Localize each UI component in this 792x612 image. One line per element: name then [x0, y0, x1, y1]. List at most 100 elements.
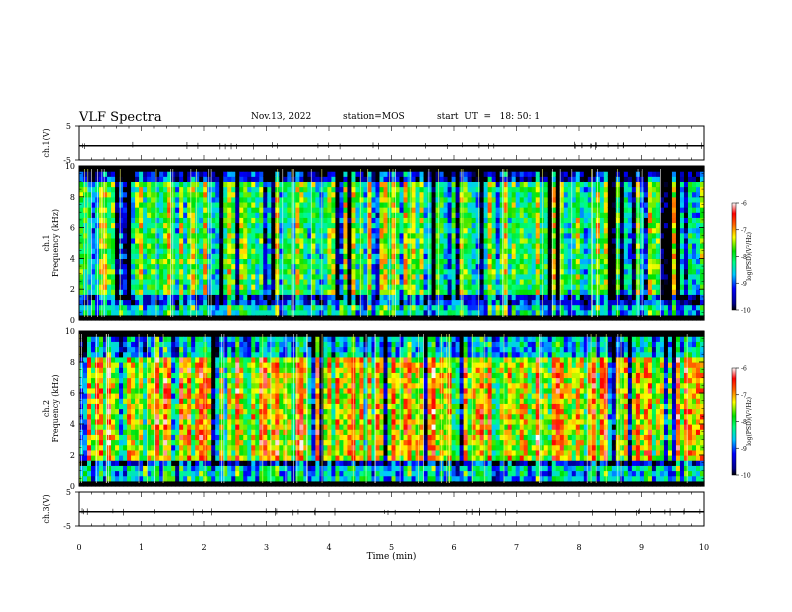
spectrogram-cell	[675, 243, 681, 249]
spectrogram-cell	[495, 171, 501, 177]
spectrogram-cell	[395, 176, 401, 182]
spectrogram-cell	[159, 304, 164, 311]
spectrogram-cell	[271, 166, 276, 172]
spectrogram-cell	[251, 278, 256, 285]
spectrogram-cell	[595, 207, 601, 213]
spectrogram-cell	[639, 166, 645, 172]
spectrogram-cell	[295, 278, 300, 285]
spectrogram-cell	[167, 201, 172, 208]
spectrogram-cell	[495, 232, 501, 239]
spectrogram-cell	[487, 227, 493, 234]
spectrogram-cell	[79, 217, 84, 224]
spectrogram-cell	[527, 263, 533, 270]
spectrogram-cell	[567, 253, 573, 259]
spectrogram-cell	[283, 294, 288, 301]
spectrogram-cell	[383, 186, 389, 193]
spectrogram-cell	[143, 186, 148, 193]
station-label: station=MOS	[343, 112, 405, 122]
spectrogram-cell	[135, 268, 140, 275]
spectrogram-cell	[123, 299, 128, 306]
spectrogram-cell	[151, 176, 156, 182]
spectrogram-cell	[591, 166, 597, 172]
spectrogram-cell	[403, 201, 409, 208]
spectrogram-cell	[335, 304, 341, 311]
spectrogram-cell	[611, 207, 617, 213]
spectrogram-cell	[99, 258, 104, 265]
spectrogram-cell	[615, 217, 621, 224]
spectrogram-cell	[287, 181, 292, 188]
spectrogram-cell	[443, 232, 449, 239]
spectrogram-cell	[211, 191, 216, 198]
spectrogram-cell	[83, 196, 88, 203]
spectrogram-cell	[259, 243, 264, 249]
spectrogram-cell	[163, 248, 168, 254]
spectrogram-cell	[423, 217, 429, 224]
spectrogram-cell	[159, 232, 164, 239]
spectrogram-cell	[671, 186, 677, 193]
spectrogram-cell	[399, 222, 405, 229]
spectrogram-cell	[423, 176, 429, 182]
spectrogram-cell	[555, 232, 561, 239]
spectrogram-cell	[439, 166, 445, 172]
spectrogram-cell	[315, 176, 320, 182]
spectrogram-cell	[563, 289, 569, 295]
spectrogram-cell	[627, 176, 633, 182]
spectrogram-cell	[371, 232, 377, 239]
spectrogram-cell	[123, 314, 128, 321]
spectrogram-cell	[447, 304, 453, 311]
spectrogram-cell	[631, 191, 637, 198]
spectrogram-cell	[111, 243, 116, 249]
spectrogram-cell	[279, 217, 284, 224]
spectrogram-cell	[343, 212, 349, 218]
spectrogram-cell	[263, 263, 268, 270]
spectrogram-cell	[631, 294, 637, 301]
spectrogram-cell	[523, 171, 529, 177]
spectrogram-cell	[651, 284, 657, 290]
spectrogram-cell	[695, 166, 701, 172]
spectrogram-cell	[527, 294, 533, 301]
spectrogram-cell	[79, 176, 84, 182]
spectrogram-cell	[259, 207, 264, 213]
spectrogram-cell	[255, 289, 260, 295]
spectrogram-cell	[423, 186, 429, 193]
spectrogram-cell	[407, 176, 413, 182]
spectrogram-cell	[331, 289, 337, 295]
spectrogram-cell	[543, 232, 549, 239]
spectrogram-cell	[507, 268, 513, 275]
spectrogram-cell	[271, 294, 276, 301]
spectrogram-cell	[299, 237, 304, 244]
spectrogram-cell	[431, 278, 437, 285]
spectrogram-cell	[379, 289, 385, 295]
spectrogram-cell	[255, 232, 260, 239]
spectrogram-cell	[395, 186, 401, 193]
spectrogram-cell	[563, 191, 569, 198]
spectrogram-cell	[239, 299, 244, 306]
spectrogram-cell	[147, 217, 152, 224]
spectrogram-cell	[523, 263, 529, 270]
spectrogram-cell	[387, 166, 393, 172]
spectrogram-cell	[395, 171, 401, 177]
spectrogram-cell	[315, 227, 320, 234]
spectrogram-cell	[499, 186, 505, 193]
spectrogram-cell	[295, 212, 300, 218]
spectrogram-cell	[647, 227, 653, 234]
spectrogram-cell	[515, 278, 521, 285]
spectrogram-cell	[463, 248, 469, 254]
spectrogram-cell	[643, 273, 649, 280]
spectrogram-cell	[651, 181, 657, 188]
spectrogram-cell	[687, 304, 693, 311]
spectrogram-cell	[87, 186, 92, 193]
spectrogram-cell	[107, 263, 112, 270]
spectrogram-cell	[431, 289, 437, 295]
spectrogram-cell	[431, 176, 437, 182]
spectrogram-cell	[327, 176, 333, 182]
spectrogram-cell	[167, 212, 172, 218]
spectrogram-cell	[579, 222, 585, 229]
spectrogram-cell	[631, 171, 637, 177]
spectrogram-cell	[667, 309, 673, 316]
spectrogram-cell	[123, 176, 128, 182]
spectrogram-cell	[627, 186, 633, 193]
spectrogram-cell	[339, 243, 345, 249]
spectrogram-cell	[307, 248, 312, 254]
spectrogram-cell	[667, 253, 673, 259]
